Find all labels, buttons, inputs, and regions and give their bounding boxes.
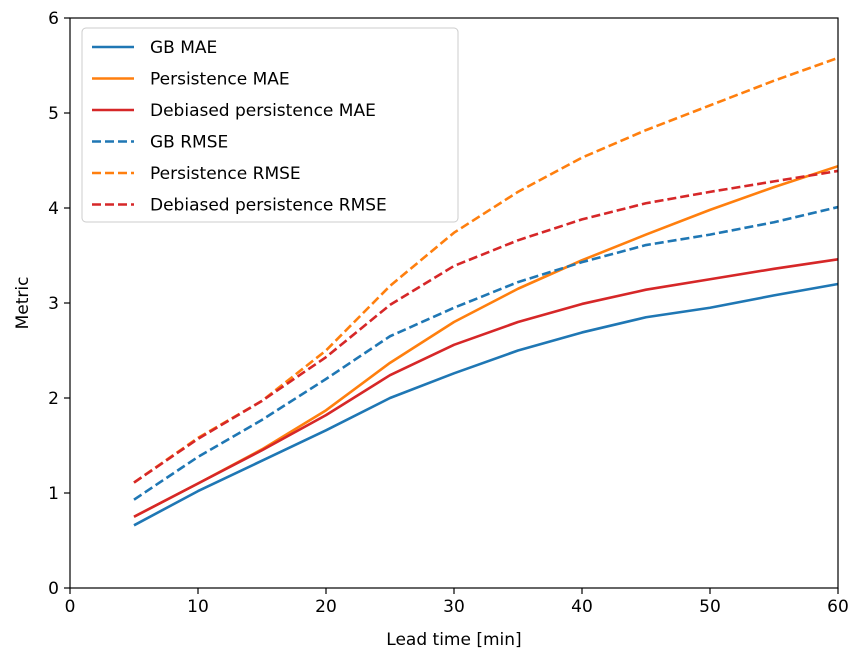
x-tick-label: 30 bbox=[443, 597, 465, 617]
series-line-3 bbox=[133, 258, 839, 518]
x-tick-label: 10 bbox=[187, 597, 209, 617]
x-tick-label: 60 bbox=[827, 597, 849, 617]
y-tick-label: 1 bbox=[48, 484, 59, 504]
legend-label: GB MAE bbox=[150, 38, 217, 58]
legend: GB MAE Persistence MAE Debiased persistenc… bbox=[81, 27, 459, 223]
y-tick-label: 6 bbox=[48, 9, 59, 29]
series-line-4 bbox=[133, 205, 839, 501]
legend-label: Debiased persistence RMSE bbox=[150, 196, 387, 216]
y-axis-label: Metric bbox=[13, 277, 33, 330]
legend-box bbox=[81, 27, 459, 223]
x-tick-label: 20 bbox=[315, 597, 337, 617]
legend-label: GB RMSE bbox=[150, 133, 228, 153]
y-tick-label: 4 bbox=[48, 199, 59, 219]
series-layer bbox=[133, 56, 839, 527]
y-tick-label: 0 bbox=[48, 579, 59, 599]
legend-label: Persistence RMSE bbox=[150, 164, 301, 184]
x-tick-label: 0 bbox=[65, 597, 76, 617]
legend-label: Debiased persistence MAE bbox=[150, 101, 376, 121]
axes-layer: 0 10 20 30 40 50 60 0 1 2 3 4 5 6 bbox=[48, 9, 849, 617]
x-tick-label: 40 bbox=[571, 597, 593, 617]
series-line-5 bbox=[133, 56, 839, 484]
series-line-1 bbox=[133, 282, 839, 527]
legend-label: Persistence MAE bbox=[150, 70, 290, 90]
y-tick-label: 2 bbox=[48, 389, 59, 409]
y-tick-label: 3 bbox=[48, 294, 59, 314]
x-axis-label: Lead time [min] bbox=[386, 630, 521, 650]
series-line-6 bbox=[133, 169, 839, 484]
x-tick-label: 50 bbox=[699, 597, 721, 617]
y-tick-label: 5 bbox=[48, 104, 59, 124]
